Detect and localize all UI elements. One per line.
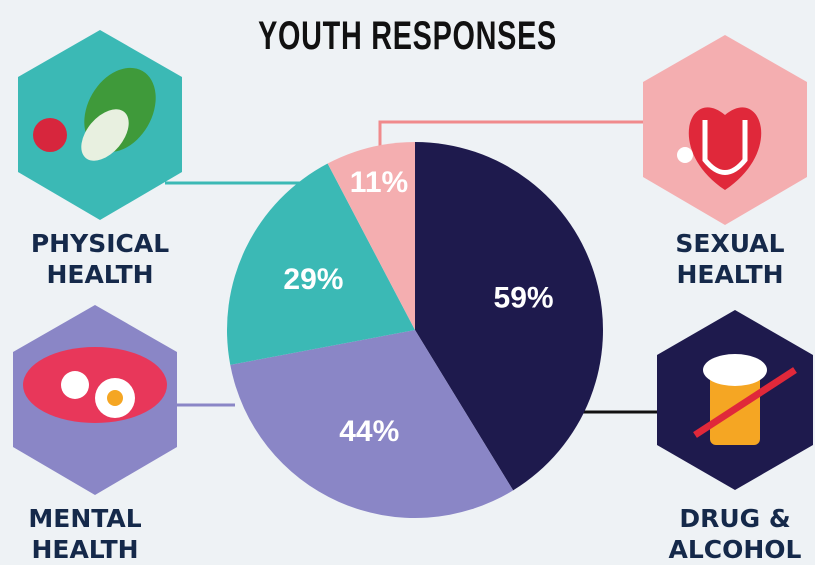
chart-title: YOUTH RESPONSES: [258, 14, 557, 58]
icon-vegetable: [33, 67, 156, 161]
category-label: DRUG & ALCOHOL: [668, 504, 802, 564]
icon-heart: [677, 107, 762, 190]
value-label: 29%: [283, 263, 343, 296]
category-label: MENTAL HEALTH: [28, 504, 142, 564]
pie-slice: [327, 142, 415, 330]
category-label: PHYSICAL HEALTH: [30, 229, 170, 289]
value-label: 11%: [350, 166, 408, 199]
category-label: SEXUAL HEALTH: [675, 229, 785, 289]
value-label: 44%: [339, 415, 399, 448]
pie: 59% 44% 29% 11%: [226, 142, 603, 518]
pie-slice: [415, 142, 603, 491]
pie-slice: [226, 163, 415, 365]
value-label: 59%: [494, 281, 554, 314]
pie-slice: [230, 330, 514, 518]
icon-brain: [23, 347, 167, 423]
icon-beer: [693, 354, 797, 445]
